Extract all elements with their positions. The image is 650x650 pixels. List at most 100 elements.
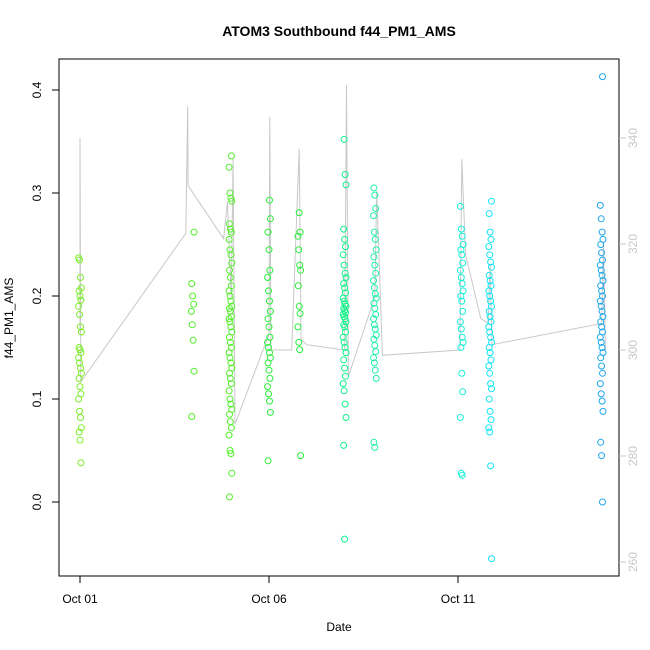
data-point [226, 410, 233, 418]
y-tick-label: 0.3 [30, 184, 44, 201]
data-point [341, 323, 349, 331]
data-point [296, 310, 304, 317]
data-point [370, 354, 377, 362]
data-point [342, 274, 350, 281]
data-point [372, 205, 380, 212]
data-point [370, 321, 378, 329]
data-point [598, 397, 606, 405]
data-point [485, 362, 493, 370]
data-point [487, 416, 495, 424]
data-point [598, 344, 606, 351]
data-point [76, 407, 83, 415]
data-point [225, 235, 233, 243]
point-layer [75, 73, 607, 563]
data-point [340, 387, 348, 395]
data-point [77, 323, 84, 331]
data-point [456, 414, 464, 421]
data-point [77, 274, 84, 281]
data-point [342, 181, 350, 189]
data-point [599, 73, 606, 81]
data-point [599, 407, 607, 415]
data-point [75, 354, 83, 362]
data-point [487, 333, 495, 341]
data-point [189, 336, 197, 344]
data-point [485, 395, 493, 403]
y-tick-label: 0.4 [30, 81, 44, 98]
data-point [487, 356, 495, 364]
data-point [485, 271, 493, 279]
data-point [227, 297, 235, 305]
data-point [264, 457, 272, 465]
data-point [226, 493, 233, 501]
data-point [458, 471, 466, 479]
data-point [458, 369, 466, 377]
data-point [225, 287, 233, 295]
data-point [457, 325, 465, 333]
data-point [340, 441, 348, 449]
data-point [190, 300, 198, 308]
data-point [596, 297, 604, 305]
data-point [371, 261, 379, 269]
data-point [340, 356, 348, 364]
data-point [487, 235, 495, 243]
data-point [77, 328, 85, 336]
data-point [456, 266, 464, 274]
data-point [227, 152, 235, 160]
data-point [598, 307, 606, 315]
data-point [226, 225, 234, 233]
data-point [295, 246, 303, 254]
data-point [226, 318, 234, 326]
data-point [227, 228, 235, 236]
x-axis-label: Date [326, 620, 352, 634]
point-cluster [456, 202, 467, 479]
y2-tick-label: 280 [626, 446, 640, 466]
data-point [597, 241, 605, 248]
data-point [597, 282, 605, 290]
data-point [75, 395, 83, 403]
data-point [370, 184, 378, 192]
data-point [485, 307, 493, 315]
data-point [598, 271, 606, 279]
point-cluster [187, 228, 198, 420]
data-point [371, 191, 379, 199]
data-point [228, 197, 236, 205]
data-point [371, 341, 379, 349]
data-point [296, 261, 304, 269]
data-point [486, 369, 494, 377]
data-point [341, 344, 349, 351]
data-point [294, 282, 302, 290]
data-point [596, 261, 604, 269]
data-point [266, 266, 274, 274]
data-point [77, 364, 84, 372]
data-point [459, 307, 467, 315]
data-point [457, 292, 465, 300]
data-point [339, 294, 347, 302]
data-point [372, 331, 380, 339]
data-point [228, 302, 236, 310]
point-cluster [294, 209, 305, 460]
data-point [76, 311, 83, 318]
data-point [226, 292, 234, 300]
data-point [340, 280, 348, 288]
data-point [485, 287, 493, 295]
point-cluster [485, 197, 495, 563]
data-point [371, 290, 379, 298]
data-point [372, 311, 380, 318]
data-point [188, 413, 196, 420]
data-point [486, 349, 494, 357]
axis-layer: 0.0 0.1 0.2 0.3 0.4 260 280 300 320 340 Oct 01 Oct … [30, 81, 640, 606]
data-point [342, 372, 349, 380]
data-point [75, 428, 83, 436]
data-point [457, 274, 465, 281]
data-point [227, 424, 235, 432]
data-point [370, 284, 378, 292]
data-point [370, 212, 377, 220]
point-cluster [225, 152, 236, 501]
y2-tick-label: 300 [626, 340, 640, 360]
data-point [297, 266, 305, 274]
data-point [339, 251, 347, 259]
data-point [486, 407, 494, 415]
data-point [226, 333, 233, 341]
